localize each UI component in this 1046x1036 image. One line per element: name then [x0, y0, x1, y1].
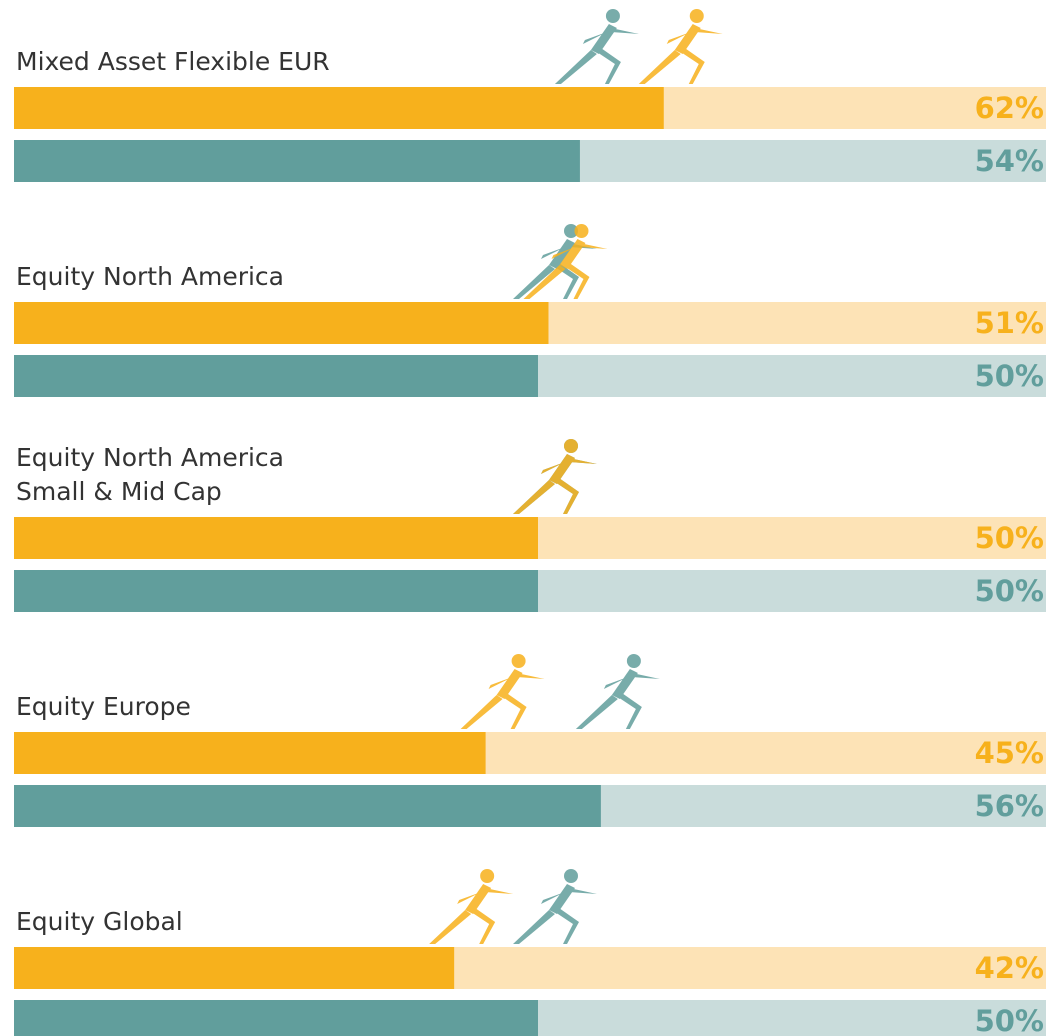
- runner-body: [590, 24, 617, 54]
- bar: [14, 517, 538, 559]
- runner-leg: [513, 263, 579, 299]
- value-label: 45%: [975, 736, 1044, 770]
- runner-arm: [541, 458, 597, 474]
- runner-arm: [488, 673, 545, 689]
- runner-arm: [666, 28, 723, 44]
- bar: [14, 140, 580, 182]
- value-label: 50%: [975, 574, 1044, 608]
- runner-arm: [551, 243, 608, 259]
- runner-icon: [429, 869, 514, 944]
- value-label: 50%: [975, 521, 1044, 555]
- value-label: 51%: [975, 306, 1044, 340]
- value-label: 42%: [975, 951, 1044, 985]
- category-label: Equity Europe: [16, 692, 191, 721]
- runner-icon: [638, 9, 723, 84]
- bar: [14, 947, 455, 989]
- value-label: 50%: [975, 359, 1044, 393]
- value-label: 62%: [975, 91, 1044, 125]
- category-label: Equity North America Small & Mid Cap: [16, 443, 284, 506]
- runner-arm: [603, 673, 660, 689]
- runner-head: [564, 439, 578, 453]
- runner-leg: [429, 908, 496, 944]
- runner-head: [574, 224, 589, 238]
- runner-head: [564, 224, 578, 238]
- category-label: Equity North America: [16, 262, 284, 291]
- category-label: Equity Global: [16, 907, 183, 936]
- runner-icon: [460, 654, 545, 729]
- runner-leg: [513, 478, 579, 514]
- value-label: 56%: [975, 789, 1044, 823]
- runner-leg: [575, 693, 642, 729]
- bar: [14, 302, 549, 344]
- bar: [14, 355, 538, 397]
- runner-head: [626, 654, 641, 668]
- runner-leg: [460, 693, 527, 729]
- bar: [14, 1000, 538, 1036]
- runner-body: [496, 669, 523, 699]
- runner-head: [480, 869, 495, 883]
- bar: [14, 732, 486, 774]
- runner-body: [549, 454, 575, 484]
- runner-arm: [457, 888, 514, 904]
- runner-icon: [554, 9, 639, 84]
- runner-icon: [575, 654, 660, 729]
- runner-body: [465, 884, 492, 914]
- category-label: Mixed Asset Flexible EUR: [16, 47, 330, 76]
- bar: [14, 785, 601, 827]
- runner-body: [559, 239, 586, 269]
- runner-body: [611, 669, 638, 699]
- runner-icon: [513, 439, 597, 514]
- runner-body: [549, 239, 575, 269]
- runner-icon: [513, 869, 597, 944]
- value-label: 50%: [975, 1004, 1044, 1036]
- bar: [14, 87, 664, 129]
- runner-head: [605, 9, 620, 23]
- runner-arm: [541, 888, 597, 904]
- runner-body: [549, 884, 575, 914]
- runner-leg: [554, 48, 621, 84]
- runner-head: [511, 654, 526, 668]
- runner-leg: [638, 48, 705, 84]
- runner-leg: [523, 263, 590, 299]
- runner-body: [674, 24, 701, 54]
- runner-head: [689, 9, 704, 23]
- runner-head: [564, 869, 578, 883]
- value-label: 54%: [975, 144, 1044, 178]
- runner-arm: [582, 28, 639, 44]
- runner-icon: [523, 224, 608, 299]
- runner-leg: [513, 908, 579, 944]
- bar: [14, 570, 538, 612]
